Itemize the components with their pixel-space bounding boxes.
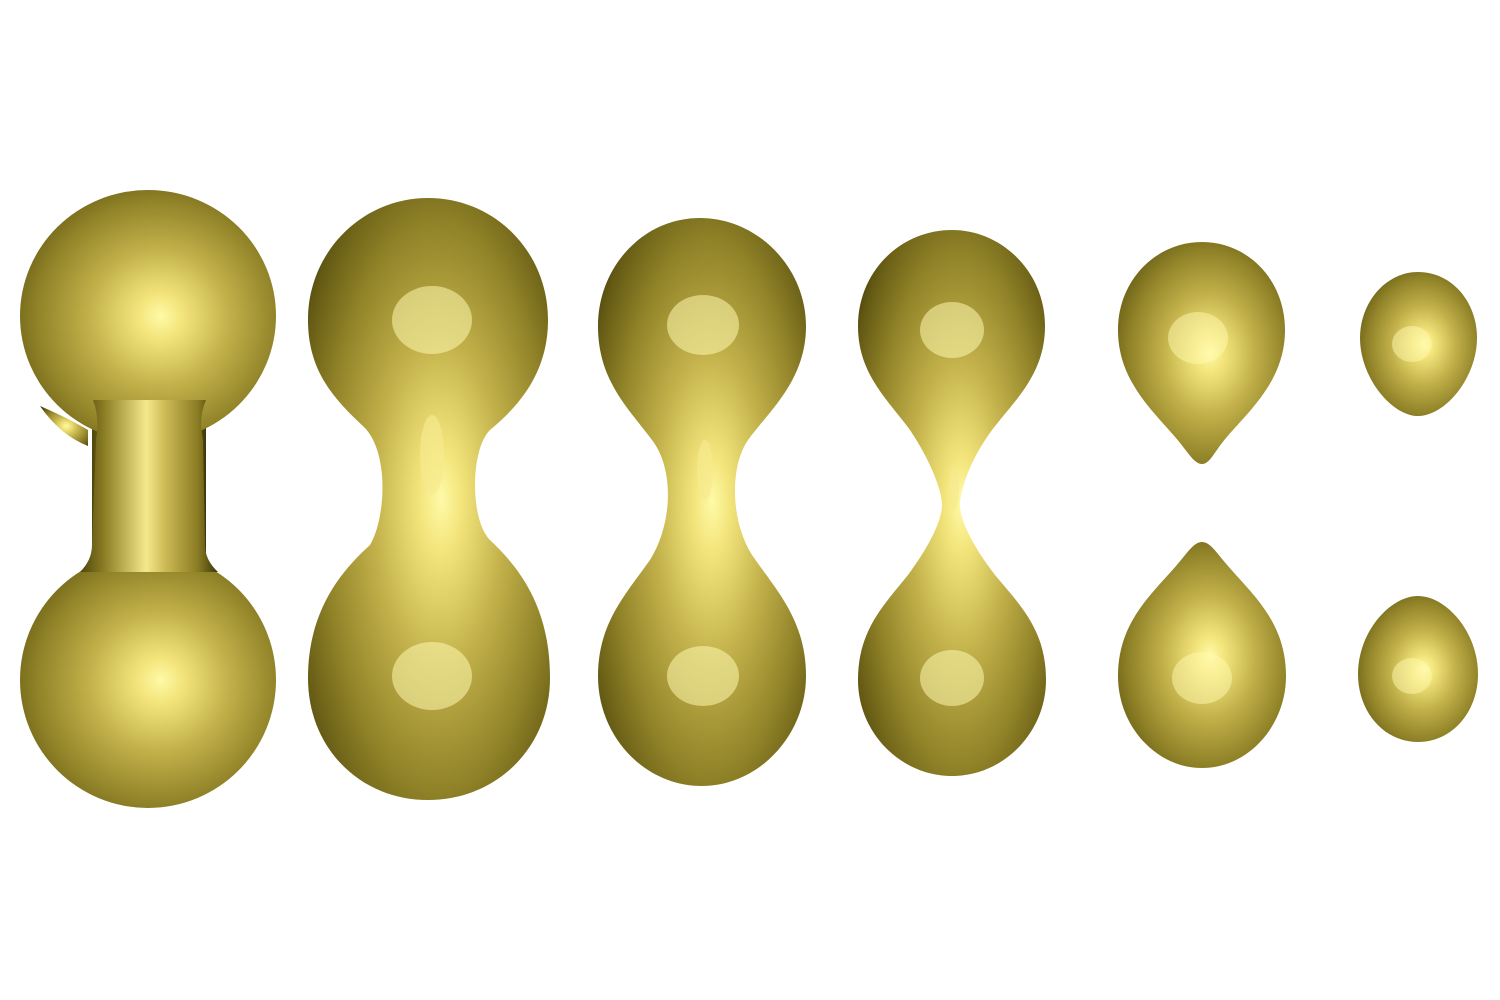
droplet-stage-5 [1118, 242, 1286, 768]
droplet-stage-3-upper-highlight [667, 295, 739, 355]
droplet-stage-1-upper-bulb [20, 190, 276, 442]
droplet-stage-4-neck-highlight [949, 466, 959, 510]
droplet-stage-1-lower-bulb [20, 552, 276, 808]
droplet-stage-6 [1358, 272, 1478, 742]
droplet-stage-3-neck-highlight [697, 440, 713, 500]
droplet-stage-3 [598, 218, 806, 786]
droplet-stage-1-junction [40, 406, 88, 446]
droplet-stage-4-lower-highlight [920, 650, 984, 706]
droplet-stage-2-lower-highlight [392, 642, 472, 710]
droplet-stage-1-neck-body [80, 400, 218, 572]
droplet-stage-2-neck-highlight [420, 415, 444, 495]
droplet-stage-2-upper-highlight [392, 286, 472, 354]
droplet-stage-5-lower-highlight [1172, 652, 1232, 704]
droplet-stage-2 [308, 198, 550, 800]
droplet-stage-3-body [598, 218, 806, 786]
droplet-stage-4-upper-highlight [920, 302, 984, 358]
droplet-stage-6-upper-highlight [1392, 326, 1432, 362]
droplet-stage-3-lower-highlight [667, 646, 739, 706]
droplet-stage-6-lower-highlight [1392, 658, 1432, 694]
droplet-stage-2-body [308, 198, 550, 800]
droplet-stage-4 [858, 230, 1046, 776]
droplet-stage-1 [20, 190, 276, 808]
droplet-stage-5-upper-highlight [1168, 312, 1228, 364]
